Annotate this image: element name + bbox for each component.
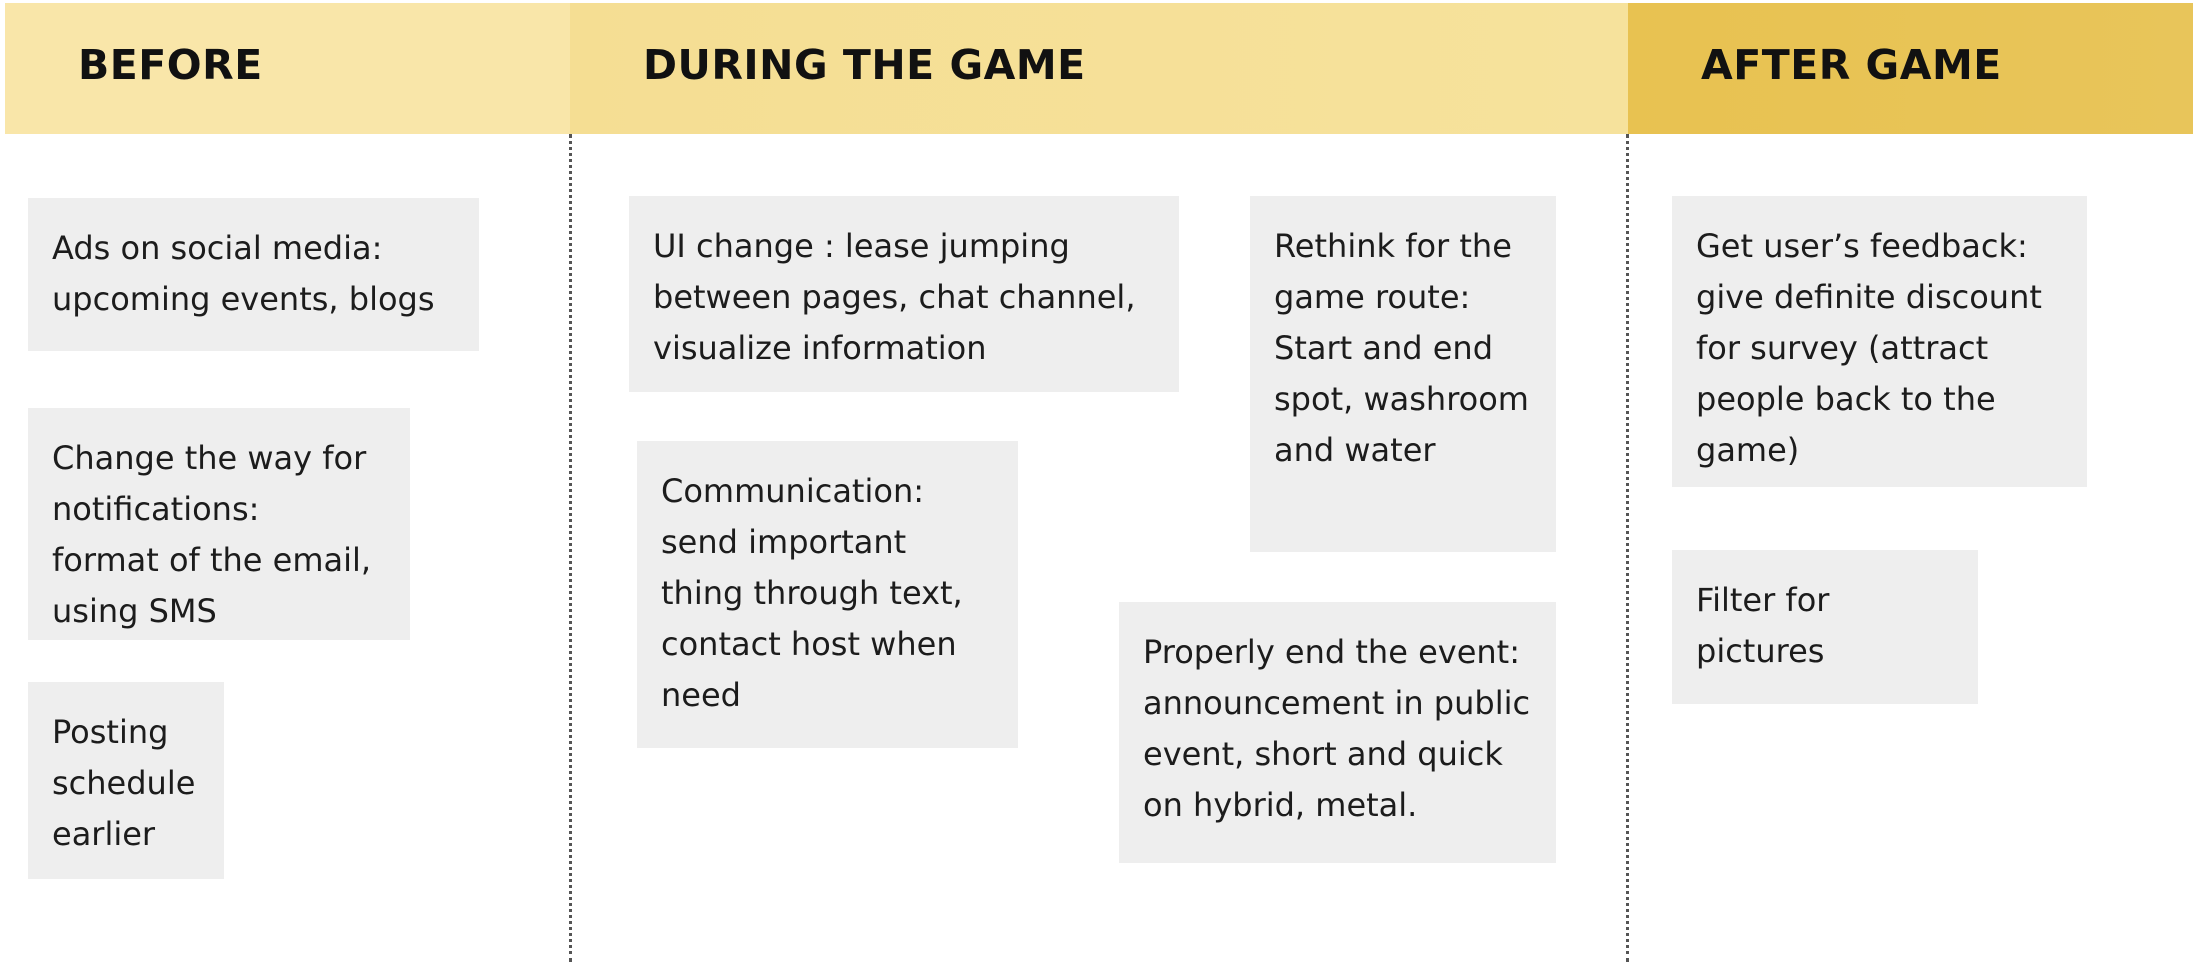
before-column-header: BEFORE [5,3,570,134]
during-column-title: DURING THE GAME [643,41,1086,89]
note-game-route: Rethink for the game route: Start and en… [1250,196,1556,552]
note-end-event: Properly end the event: announcement in … [1119,602,1556,863]
after-column-header: AFTER GAME [1628,3,2193,134]
note-user-feedback: Get user’s feedback: give definite disco… [1672,196,2087,487]
after-column-title: AFTER GAME [1701,41,2002,89]
note-notifications: Change the way for notifications: format… [28,408,410,640]
column-divider [569,134,572,962]
column-divider [1626,134,1629,962]
note-ui-change: UI change : lease jumping between pages,… [629,196,1179,392]
note-filter-pictures: Filter for pictures [1672,550,1978,704]
before-column-title: BEFORE [78,41,263,89]
note-posting-schedule: Posting schedule earlier [28,682,224,879]
note-ads-social-media: Ads on social media: upcoming events, bl… [28,198,479,351]
during-column-header: DURING THE GAME [570,3,1628,134]
note-communication: Communication: send important thing thro… [637,441,1018,748]
